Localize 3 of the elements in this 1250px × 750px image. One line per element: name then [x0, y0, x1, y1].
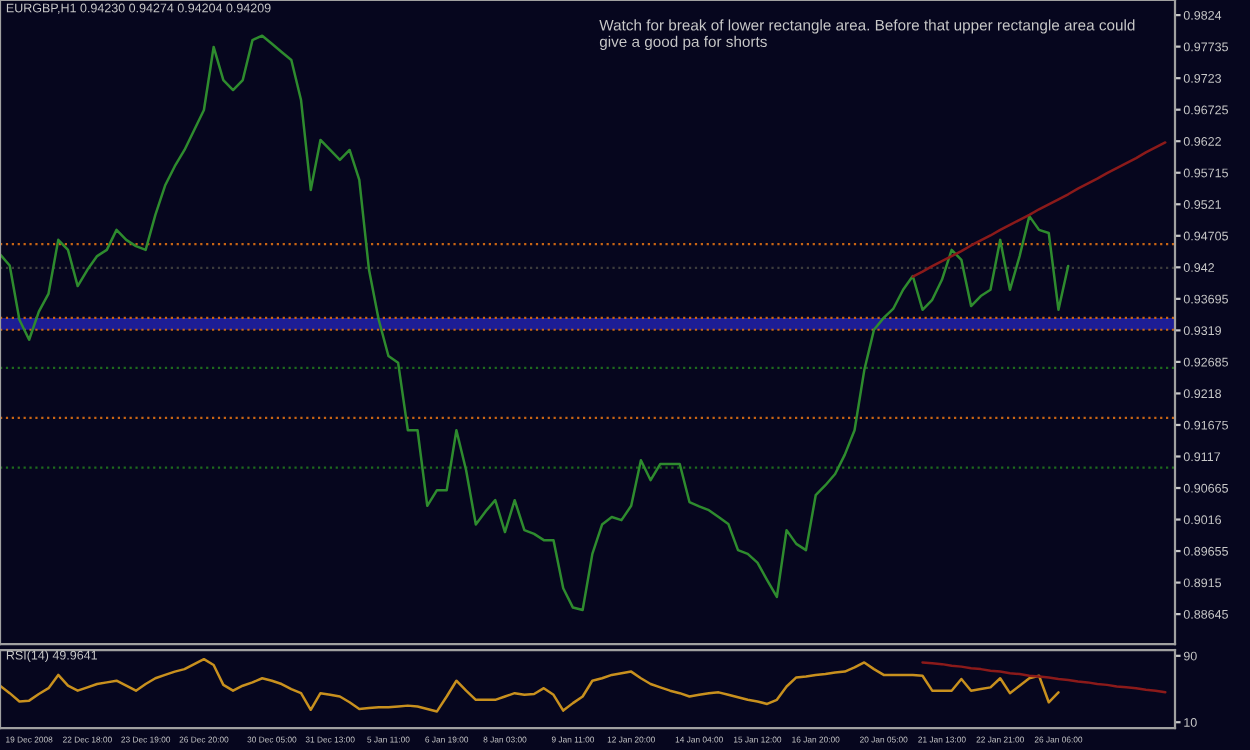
- line-series: [911, 141, 1167, 278]
- line-series: [921, 661, 1167, 694]
- line-series: [0, 34, 1070, 612]
